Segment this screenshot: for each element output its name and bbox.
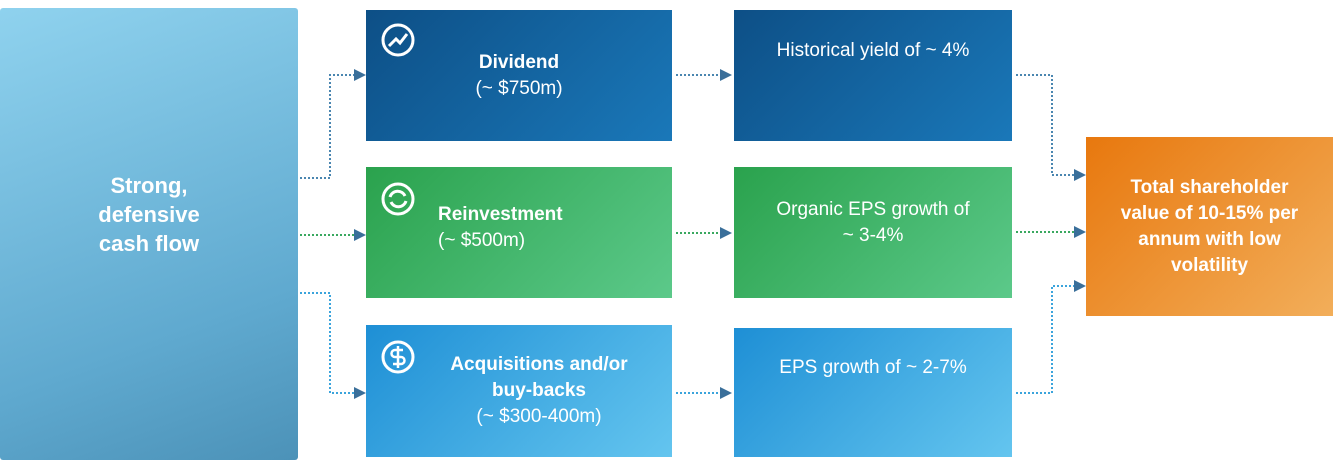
outcome-label: Organic EPS growth of ~ 3-4% (776, 198, 970, 246)
icon (381, 182, 415, 216)
branch-title: Reinvestment (438, 203, 563, 225)
connector (1016, 280, 1086, 394)
connector (300, 69, 366, 179)
source-label: Strong, defensive cash flow (98, 172, 200, 256)
branch-amount: (~ $300-400m) (476, 406, 602, 427)
icon (381, 23, 415, 57)
outcome-box: Organic EPS growth of ~ 3-4% (734, 167, 1012, 298)
connector (1016, 74, 1086, 181)
branch-box: Acquisitions and/or buy-backs (~ $300-400… (366, 325, 672, 457)
branch-title: Acquisitions and/or buy-backs (450, 354, 628, 401)
outcome-label: EPS growth of ~ 2-7% (779, 356, 967, 378)
branch-title: Dividend (478, 51, 560, 73)
branch-amount: (~ $500m) (438, 229, 526, 251)
outcome-box: EPS growth of ~ 2-7% (734, 328, 1012, 457)
source-box: Strong, defensive cash flow (0, 8, 298, 460)
icon (381, 340, 415, 374)
result-label: Total shareholder value of 10-15% per an… (1120, 176, 1299, 276)
outcome-label: Historical yield of ~ 4% (776, 39, 970, 61)
outcome-box: Historical yield of ~ 4% (734, 10, 1012, 141)
result-box: Total shareholder value of 10-15% per an… (1086, 137, 1333, 316)
branch-box: Dividend (~ $750m) (366, 10, 672, 141)
connector (300, 292, 366, 399)
branch-box: Reinvestment (~ $500m) (366, 167, 672, 298)
branch-amount: (~ $750m) (475, 77, 563, 99)
